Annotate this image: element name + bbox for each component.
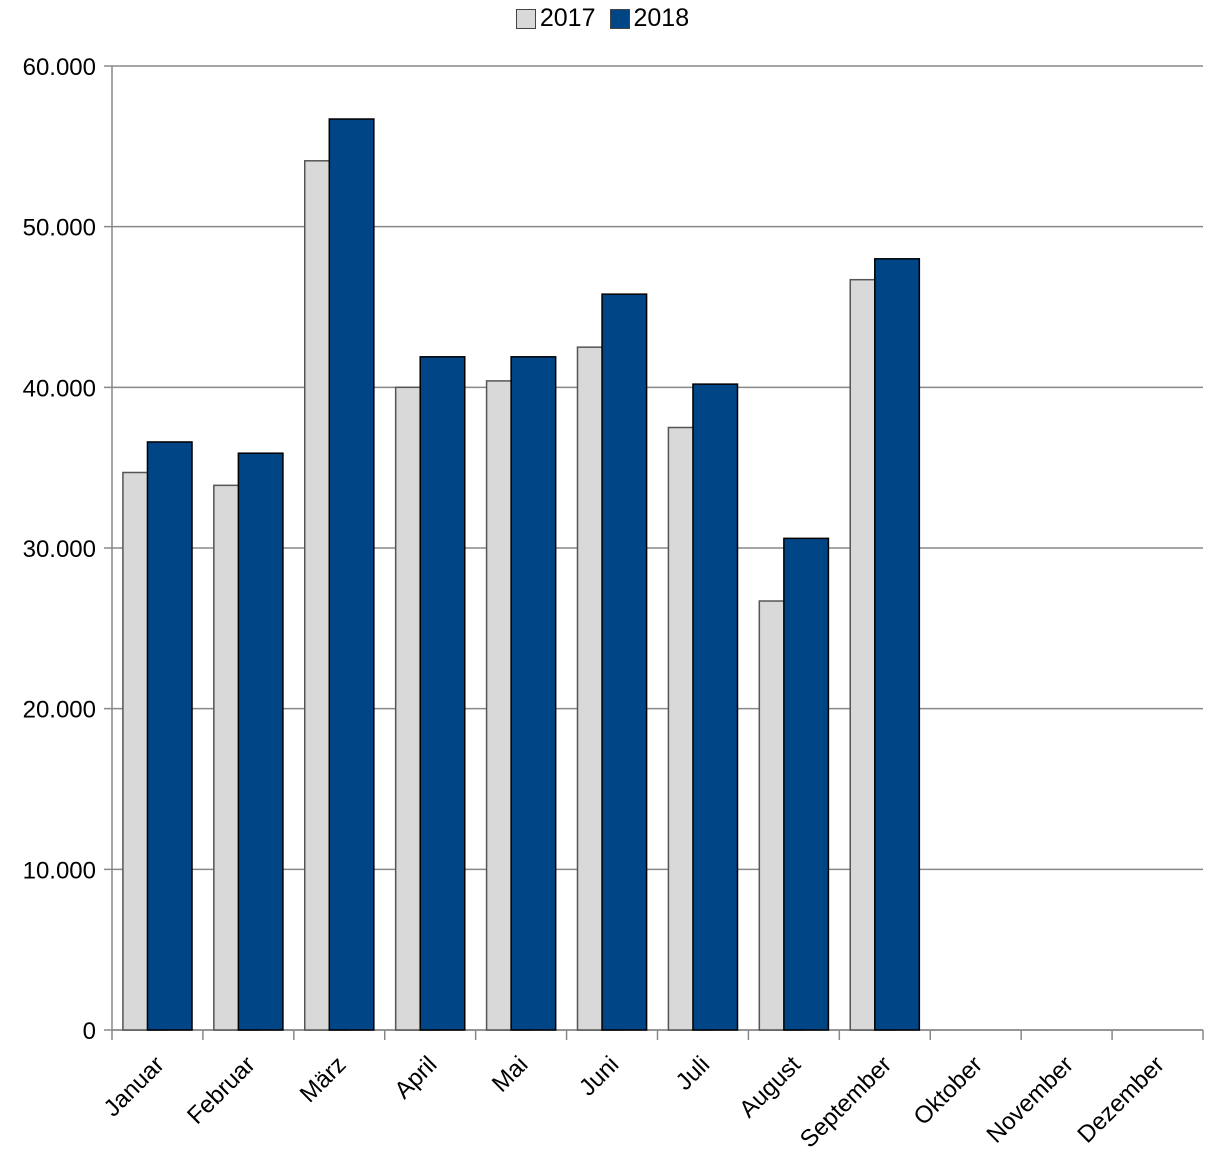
x-tick-label: November: [981, 1051, 1078, 1148]
y-tick-label: 60.000: [23, 54, 96, 81]
x-tick-label: August: [734, 1051, 806, 1123]
legend-label-2018: 2018: [633, 4, 690, 32]
bar-2018-januar: [146, 441, 193, 1031]
y-tick-label: 50.000: [23, 215, 96, 242]
bar-2018-februar: [237, 452, 284, 1031]
legend: 2017 2018: [0, 4, 1205, 33]
x-tick-label: Dezember: [1072, 1051, 1169, 1148]
legend-item-2018: 2018: [609, 4, 690, 33]
y-tick-label: 10.000: [23, 857, 96, 884]
legend-swatch-2018: [609, 8, 630, 29]
bar-2018-märz: [328, 118, 375, 1031]
x-tick-label: Mai: [487, 1051, 533, 1097]
x-tick-label: Januar: [99, 1051, 170, 1122]
y-tick-label: 0: [83, 1018, 96, 1045]
x-tick-label: Oktober: [908, 1051, 987, 1130]
bar-2018-april: [419, 356, 466, 1031]
y-tick-label: 40.000: [23, 375, 96, 402]
legend-label-2017: 2017: [539, 4, 596, 32]
x-tick-label: März: [295, 1051, 352, 1108]
y-tick-label: 20.000: [23, 697, 96, 724]
x-tick-label: Februar: [182, 1051, 261, 1130]
bar-2018-august: [783, 537, 830, 1031]
x-tick-label: September: [795, 1051, 897, 1153]
x-tick-label: April: [389, 1051, 442, 1104]
x-tick-label: Juli: [671, 1051, 716, 1096]
bar-2018-juni: [601, 293, 648, 1031]
bar-2018-september: [874, 258, 921, 1031]
bar-2018-mai: [510, 356, 557, 1031]
bar-2018-juli: [692, 383, 739, 1031]
legend-item-2017: 2017: [515, 4, 596, 33]
legend-swatch-2017: [515, 8, 536, 29]
x-tick-label: Juni: [574, 1051, 624, 1101]
y-tick-label: 30.000: [23, 536, 96, 563]
